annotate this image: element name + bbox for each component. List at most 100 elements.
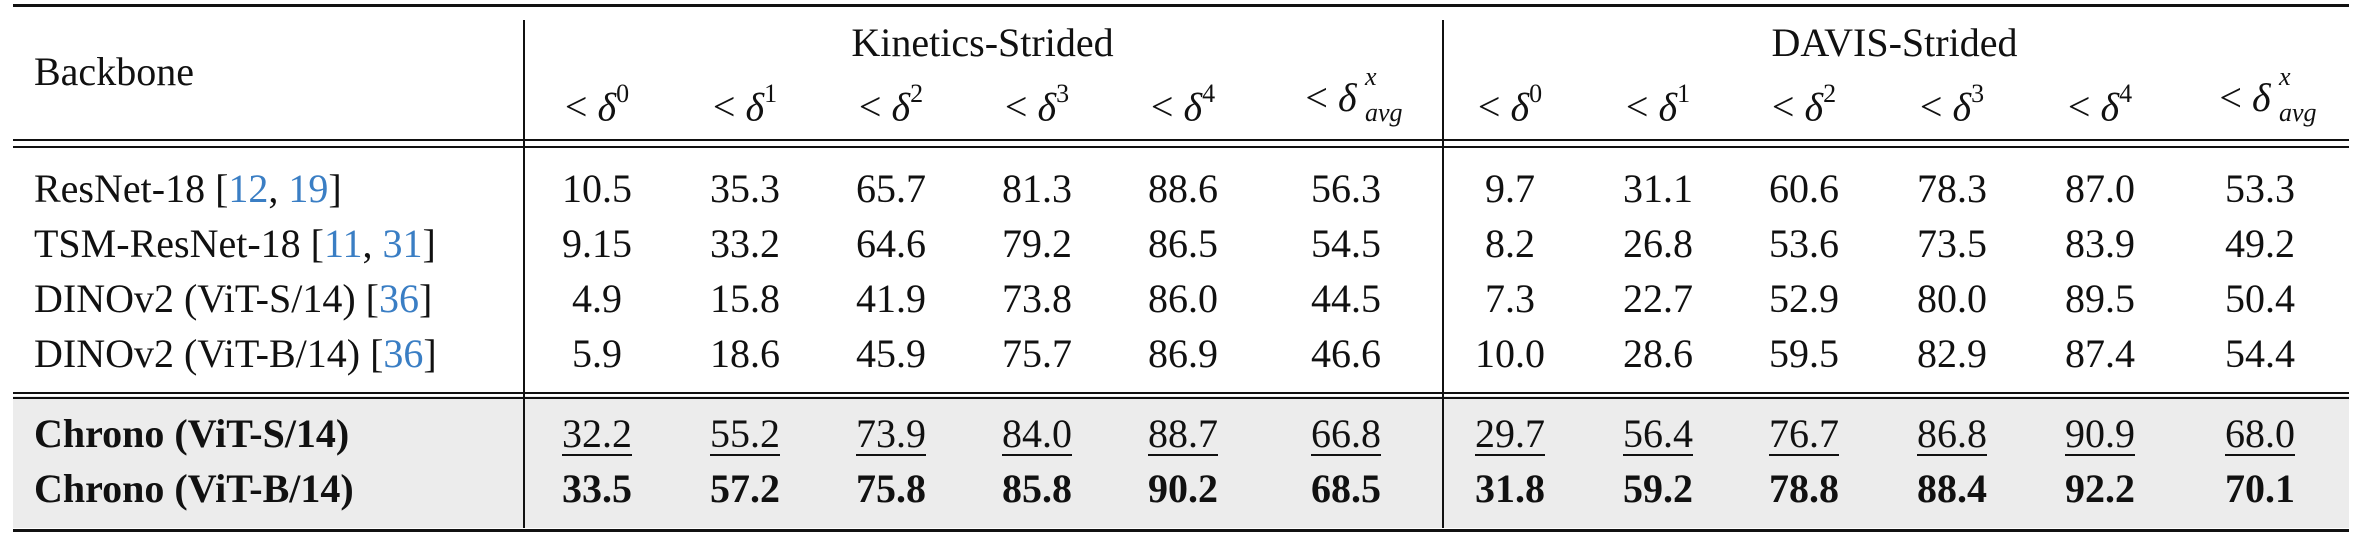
cell-value: 33.5 bbox=[562, 466, 632, 511]
cell-value: 73.8 bbox=[1002, 276, 1072, 321]
table-cell: 84.0 bbox=[972, 414, 1102, 454]
bottom-rule bbox=[13, 529, 2349, 532]
cell-value: 66.8 bbox=[1311, 411, 1381, 456]
cell-value: 90.9 bbox=[2065, 411, 2135, 456]
cell-value: 31.1 bbox=[1623, 166, 1693, 211]
section-rule-1 bbox=[13, 392, 2349, 394]
metric-lt-symbol: < bbox=[2067, 84, 2091, 130]
citation-link[interactable]: 31 bbox=[382, 221, 423, 266]
table-cell: 73.9 bbox=[826, 414, 956, 454]
metric-superscript: 3 bbox=[1056, 79, 1070, 108]
metric-superscript: 0 bbox=[616, 79, 630, 108]
metric-delta-symbol: δ bbox=[1183, 84, 1203, 130]
metric-header-davis-delta1: < δ1 bbox=[1578, 78, 1738, 127]
backbone-name: ResNet-18 [ bbox=[34, 166, 229, 211]
citation-link[interactable]: 36 bbox=[378, 276, 419, 321]
table-cell: 90.2 bbox=[1118, 469, 1248, 509]
table-cell: 33.2 bbox=[680, 224, 810, 264]
citation-link[interactable]: 11 bbox=[323, 221, 363, 266]
metric-superscript: 0 bbox=[1529, 79, 1543, 108]
metric-lt-symbol: < bbox=[1625, 84, 1649, 130]
table-cell: 89.5 bbox=[2035, 279, 2165, 319]
table-cell: 31.8 bbox=[1445, 469, 1575, 509]
row-label-4: Chrono (ViT-S/14) bbox=[34, 414, 349, 454]
cell-value: 9.15 bbox=[562, 221, 632, 266]
header-backbone: Backbone bbox=[34, 49, 194, 94]
table-cell: 15.8 bbox=[680, 279, 810, 319]
table-cell: 80.0 bbox=[1887, 279, 2017, 319]
cell-value: 28.6 bbox=[1623, 331, 1693, 376]
cell-value: 10.5 bbox=[562, 166, 632, 211]
table-cell: 79.2 bbox=[972, 224, 1102, 264]
metric-avg-symbol: δ x avg bbox=[1338, 64, 1403, 126]
cell-value: 54.4 bbox=[2225, 331, 2295, 376]
table-cell: 81.3 bbox=[972, 169, 1102, 209]
column-divider-groups bbox=[1442, 20, 1444, 528]
table-cell: 59.2 bbox=[1593, 469, 1723, 509]
citation-close-bracket: ] bbox=[422, 221, 436, 266]
cell-value: 68.0 bbox=[2225, 411, 2295, 456]
cell-value: 53.6 bbox=[1769, 221, 1839, 266]
cell-value: 26.8 bbox=[1623, 221, 1693, 266]
citation-link[interactable]: 36 bbox=[383, 331, 424, 376]
metric-header-kinetics-delta4: < δ4 bbox=[1103, 78, 1263, 127]
cell-value: 32.2 bbox=[562, 411, 632, 456]
citation-close-bracket: ] bbox=[328, 166, 342, 211]
metric-header-kinetics-delta1: < δ1 bbox=[665, 78, 825, 127]
cell-value: 64.6 bbox=[856, 221, 926, 266]
cell-value: 53.3 bbox=[2225, 166, 2295, 211]
backbone-name: Chrono (ViT-S/14) bbox=[34, 411, 350, 456]
table-cell: 26.8 bbox=[1593, 224, 1723, 264]
table-cell: 33.5 bbox=[532, 469, 662, 509]
column-divider-backbone bbox=[523, 20, 525, 528]
metric-superscript: 4 bbox=[1202, 79, 1216, 108]
table-cell: 86.9 bbox=[1118, 334, 1248, 374]
backbone-name: TSM-ResNet-18 [ bbox=[34, 221, 324, 266]
metric-header-kinetics-delta0: < δ0 bbox=[517, 78, 677, 127]
table-cell: 88.6 bbox=[1118, 169, 1248, 209]
citation-close-bracket: ] bbox=[418, 276, 433, 321]
table-cell: 55.2 bbox=[680, 414, 810, 454]
cell-value: 85.8 bbox=[1002, 466, 1072, 511]
table-cell: 68.5 bbox=[1281, 469, 1411, 509]
table-cell: 73.8 bbox=[972, 279, 1102, 319]
cell-value: 84.0 bbox=[1002, 411, 1072, 456]
table-cell: 65.7 bbox=[826, 169, 956, 209]
citation-link[interactable]: 12 bbox=[228, 166, 269, 211]
table-cell: 75.7 bbox=[972, 334, 1102, 374]
cell-value: 86.8 bbox=[1917, 411, 1987, 456]
table-cell: 82.9 bbox=[1887, 334, 2017, 374]
cell-value: 81.3 bbox=[1002, 166, 1072, 211]
citation-link[interactable]: 19 bbox=[288, 166, 329, 211]
table-cell: 73.5 bbox=[1887, 224, 2017, 264]
table-cell: 57.2 bbox=[680, 469, 810, 509]
metric-header-davis-delta4: < δ4 bbox=[2020, 78, 2180, 127]
table-cell: 4.9 bbox=[532, 279, 662, 319]
cell-value: 57.2 bbox=[710, 466, 780, 511]
cell-value: 7.3 bbox=[1485, 276, 1535, 321]
cell-value: 50.4 bbox=[2225, 276, 2295, 321]
cell-value: 35.3 bbox=[710, 166, 780, 211]
cell-value: 5.9 bbox=[572, 331, 622, 376]
cell-value: 33.2 bbox=[710, 221, 780, 266]
cell-value: 54.5 bbox=[1311, 221, 1381, 266]
cell-value: 60.6 bbox=[1769, 166, 1839, 211]
metric-superscript: 1 bbox=[764, 79, 778, 108]
table-cell: 41.9 bbox=[826, 279, 956, 319]
cell-value: 68.5 bbox=[1311, 466, 1381, 511]
table-cell: 86.8 bbox=[1887, 414, 2017, 454]
table-cell: 31.1 bbox=[1593, 169, 1723, 209]
cell-value: 88.7 bbox=[1148, 411, 1218, 456]
metric-header-kinetics-delta-avg: < δ x avg bbox=[1251, 64, 1411, 126]
backbone-name: Chrono (ViT-B/14) bbox=[34, 466, 354, 511]
citation-close-bracket: ] bbox=[423, 331, 437, 376]
cell-value: 46.6 bbox=[1311, 331, 1381, 376]
cell-value: 22.7 bbox=[1623, 276, 1693, 321]
table-cell: 70.1 bbox=[2195, 469, 2325, 509]
row-label-3: DINOv2 (ViT-B/14) [36] bbox=[34, 334, 437, 374]
group-davis-strided: DAVIS-Strided bbox=[1771, 20, 2018, 65]
table-cell: 32.2 bbox=[532, 414, 662, 454]
table-cell: 44.5 bbox=[1281, 279, 1411, 319]
table-cell: 28.6 bbox=[1593, 334, 1723, 374]
metric-superscript: 2 bbox=[1823, 79, 1837, 108]
